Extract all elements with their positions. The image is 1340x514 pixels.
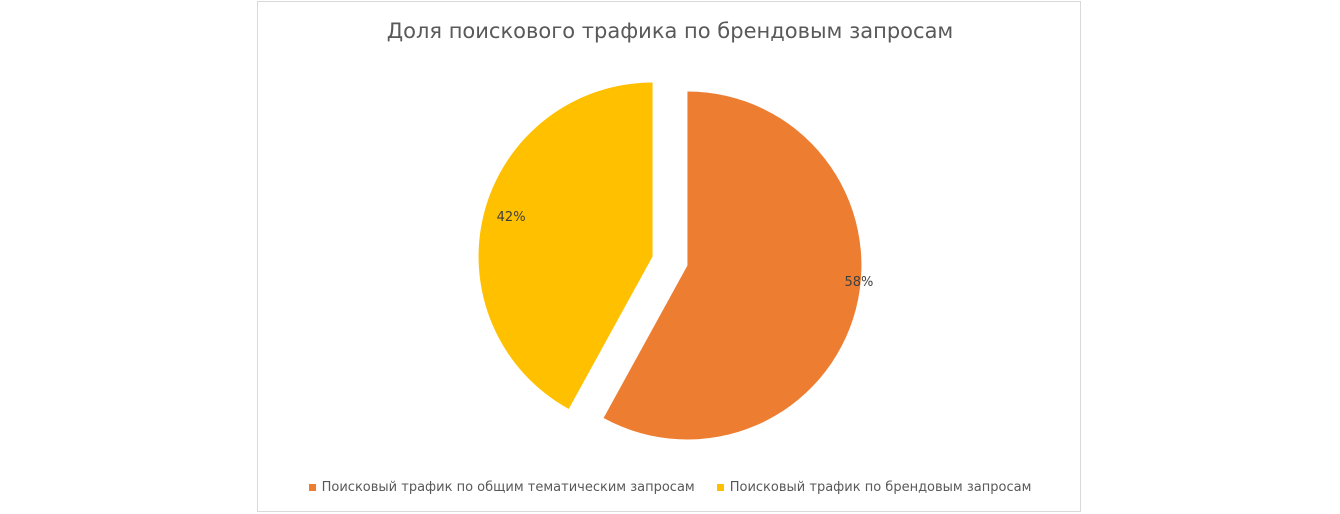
legend-item-brand: Поисковый трафик по брендовым запросам [716, 480, 1032, 495]
chart-frame: Доля поискового трафика по брендовым зап… [257, 1, 1081, 512]
data-label-brand: 42% [497, 210, 526, 225]
pie-chart: 58% 42% [478, 82, 873, 440]
legend-item-general: Поисковый трафик по общим тематическим з… [308, 480, 695, 495]
chart-title: Доля поискового трафика по брендовым зап… [386, 19, 954, 43]
legend-swatch-general [308, 484, 316, 491]
data-label-general: 58% [844, 275, 873, 290]
legend: Поисковый трафик по общим тематическим з… [258, 480, 1082, 495]
legend-label-brand: Поисковый трафик по брендовым запросам [729, 480, 1032, 495]
pie-slice-brand [478, 82, 653, 410]
legend-swatch-brand [716, 484, 724, 491]
legend-label-general: Поисковый трафик по общим тематическим з… [321, 480, 695, 495]
pie-slice-general [603, 91, 862, 440]
